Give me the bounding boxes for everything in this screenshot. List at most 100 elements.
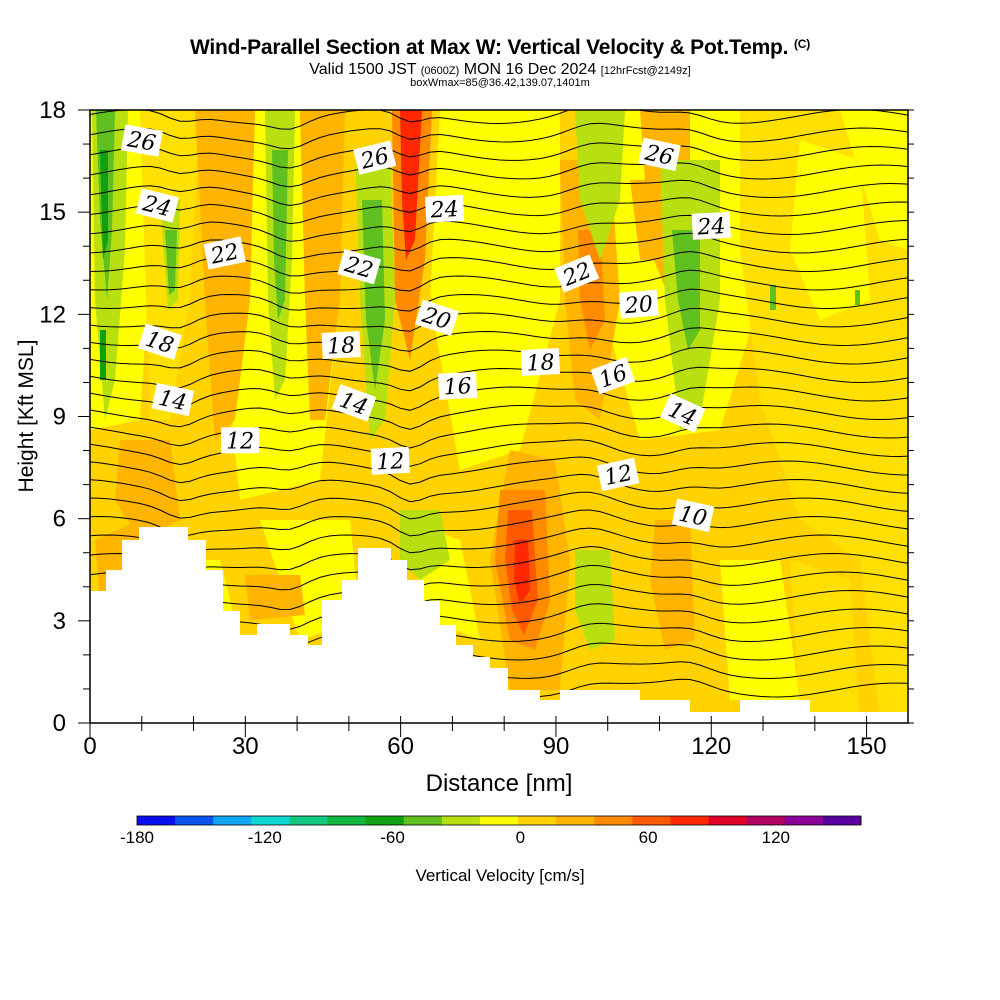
contour-label-box xyxy=(671,498,715,532)
contour-label-box xyxy=(120,124,163,157)
isentrope-line xyxy=(90,214,908,242)
colorbar-label: Vertical Velocity [cm/s] xyxy=(415,866,584,885)
x-tick-label: 150 xyxy=(847,733,887,760)
isentrope-line xyxy=(90,346,908,372)
colorbar-tick-label: -120 xyxy=(248,828,282,847)
contour-label-box xyxy=(424,194,465,223)
y-tick-label: 6 xyxy=(53,506,66,533)
contour-label-text: 12 xyxy=(226,429,254,454)
contour-label-text: 12 xyxy=(376,449,405,475)
y-tick-label: 12 xyxy=(39,301,66,328)
colorbar-swatch xyxy=(670,816,710,825)
potential-temperature-contours xyxy=(90,85,910,706)
contour-label: 18 xyxy=(321,331,361,360)
colorbar-swatch xyxy=(175,816,214,825)
contour-label-box xyxy=(135,188,179,223)
contour-label: 18 xyxy=(520,348,561,377)
contour-label: 16 xyxy=(437,371,478,401)
y-axis-label: Height [Kft MSL] xyxy=(15,340,38,493)
colorbar-swatch xyxy=(822,816,862,825)
contour-label: 22 xyxy=(203,236,246,270)
isentrope-line xyxy=(90,491,908,520)
x-tick-label: 90 xyxy=(543,733,570,760)
isentrope-line xyxy=(90,85,910,110)
isentrope-line xyxy=(90,584,908,611)
contour-label-box xyxy=(437,371,478,400)
contour-label: 10 xyxy=(671,498,715,532)
colorbar-swatch xyxy=(251,816,290,825)
colorbar-tick-label: 120 xyxy=(762,828,790,847)
contour-label-text: 12 xyxy=(602,461,635,491)
isentrope-line xyxy=(90,142,908,169)
contour-label-box xyxy=(203,236,246,270)
isentrope-line xyxy=(90,179,908,207)
isentrope-line xyxy=(90,308,908,332)
y-tick-label: 18 xyxy=(39,97,66,124)
x-tick-label: 120 xyxy=(691,733,731,760)
contour-label-box xyxy=(618,289,659,319)
contour-label-box xyxy=(321,331,361,359)
contour-label-box xyxy=(520,348,561,376)
colorbar-frame xyxy=(136,815,862,826)
isentrope-line xyxy=(90,545,908,571)
x-tick-label: 0 xyxy=(83,733,96,760)
contour-label: 20 xyxy=(618,289,659,319)
chart-title: Wind-Parallel Section at Max W: Vertical… xyxy=(189,36,811,59)
contour-label-text: 20 xyxy=(623,292,654,319)
contour-label: 14 xyxy=(151,382,195,417)
y-tick-label: 3 xyxy=(53,608,66,635)
contour-label-text: 16 xyxy=(443,374,472,400)
isentrope-line xyxy=(90,527,908,554)
y-tick-label: 0 xyxy=(53,710,66,737)
contour-label: 12 xyxy=(596,457,640,492)
terrain-mask xyxy=(90,527,908,723)
contour-label-box xyxy=(337,248,382,285)
isentrope-line xyxy=(90,456,908,485)
contour-label: 24 xyxy=(424,194,465,224)
contour-label-box xyxy=(370,446,410,475)
contour-label-box xyxy=(151,382,195,417)
contour-label-text: 18 xyxy=(526,350,555,376)
contour-label-text: 26 xyxy=(642,140,676,170)
isentrope-line xyxy=(90,509,908,537)
contour-label: 12 xyxy=(370,446,410,476)
colorbar-swatch xyxy=(594,816,633,825)
contour-label-text: 26 xyxy=(125,127,158,157)
colorbar-tick-label: 0 xyxy=(516,828,525,847)
colorbar-swatch xyxy=(365,816,405,825)
isentrope-line xyxy=(90,473,908,503)
contour-label-box xyxy=(554,254,600,293)
colorbar-tick-label: -180 xyxy=(120,828,154,847)
colorbar-swatch xyxy=(518,816,557,825)
colorbar-swatch xyxy=(327,816,367,825)
contour-label-box xyxy=(137,323,182,360)
colorbar-swatch xyxy=(746,816,786,825)
contour-label: 12 xyxy=(221,427,260,454)
contour-label-box xyxy=(331,384,377,422)
isentrope-line xyxy=(90,366,908,392)
contour-label: 26 xyxy=(638,137,681,171)
contour-label-text: 24 xyxy=(429,197,459,223)
isentrope-line xyxy=(90,269,908,294)
contour-label-box xyxy=(221,427,260,454)
colorbar-swatch xyxy=(784,816,824,825)
contour-label-box xyxy=(660,393,706,433)
x-axis: 0 30 60 90 120 150 xyxy=(83,716,887,760)
colorbar-swatch xyxy=(289,816,329,825)
isentrope-line xyxy=(90,564,908,591)
contour-label-box xyxy=(638,137,681,171)
colorbar-swatch xyxy=(708,816,748,825)
y-tick-label: 9 xyxy=(53,404,66,431)
colorbar-swatch xyxy=(479,816,519,825)
colorbar-swatch xyxy=(632,816,671,825)
contour-label-text: 22 xyxy=(208,239,242,269)
x-tick-label: 30 xyxy=(232,733,259,760)
isentrope-line xyxy=(90,404,908,430)
colorbar-tick-label: 60 xyxy=(639,828,658,847)
colorbar-swatch xyxy=(137,816,176,825)
contour-label-text: 24 xyxy=(696,214,726,240)
isentrope-line xyxy=(90,122,908,150)
isentrope-line xyxy=(90,327,908,352)
